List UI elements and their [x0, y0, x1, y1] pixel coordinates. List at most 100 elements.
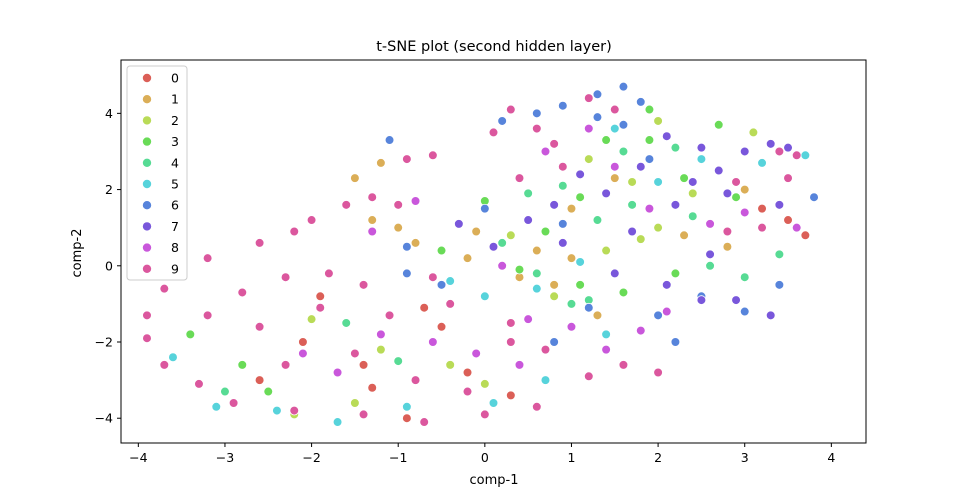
point-class-8	[609, 161, 620, 172]
point-class-0	[757, 203, 767, 214]
point-class-9	[783, 173, 793, 183]
legend-label: 4	[171, 155, 179, 170]
point-class-9	[289, 226, 300, 237]
y-tick-label: −4	[95, 411, 113, 426]
point-class-1	[549, 280, 559, 290]
point-class-1	[592, 310, 603, 321]
point-class-2	[601, 245, 611, 256]
point-class-9	[558, 161, 568, 172]
point-class-7	[670, 200, 681, 210]
point-class-8	[367, 226, 378, 237]
point-class-7	[627, 226, 637, 237]
y-tick-label: 0	[105, 258, 113, 273]
point-class-6	[384, 135, 395, 145]
point-class-9	[159, 283, 170, 294]
axis-ticks: −4 −3 −2 −1 0 1 2 3 4 −4 −2 0 2 4	[95, 106, 836, 465]
point-class-2	[350, 398, 360, 408]
point-class-2	[748, 127, 759, 138]
point-class-0	[367, 382, 378, 393]
point-class-9	[341, 200, 352, 210]
point-class-8	[583, 123, 594, 134]
point-class-4	[592, 215, 603, 225]
point-class-7	[713, 165, 724, 176]
point-class-6	[497, 116, 507, 126]
point-class-7	[635, 161, 646, 172]
x-tick-label: 4	[827, 450, 835, 465]
point-class-9	[480, 409, 490, 420]
point-class-7	[705, 249, 715, 260]
point-class-7	[722, 188, 733, 199]
point-class-3	[713, 119, 724, 130]
point-class-4	[393, 356, 404, 366]
point-class-5	[540, 375, 551, 385]
legend-label: 8	[171, 240, 179, 255]
legend-marker	[141, 136, 152, 147]
point-class-9	[506, 318, 516, 328]
point-class-2	[653, 222, 663, 233]
point-class-7	[731, 295, 741, 305]
point-class-9	[653, 367, 663, 378]
point-class-8	[376, 329, 386, 340]
point-class-8	[471, 348, 481, 359]
point-class-6	[549, 337, 559, 347]
point-class-9	[445, 299, 455, 309]
x-axis-label: comp-1	[470, 473, 519, 488]
point-class-4	[497, 238, 507, 248]
point-class-3	[618, 287, 629, 298]
point-class-8	[428, 337, 438, 347]
point-class-9	[367, 192, 378, 202]
point-class-0	[315, 291, 326, 302]
point-class-8	[635, 325, 646, 336]
point-class-1	[410, 238, 421, 248]
y-tick-label: 2	[105, 182, 113, 197]
point-class-0	[358, 360, 369, 370]
point-class-6	[670, 337, 681, 347]
point-class-3	[575, 192, 585, 202]
point-class-7	[558, 238, 568, 248]
point-class-2	[583, 154, 594, 164]
point-class-6	[809, 192, 819, 202]
point-class-6	[402, 241, 412, 252]
chart-title: t-SNE plot (second hidden layer)	[376, 39, 612, 55]
point-class-1	[679, 230, 689, 241]
legend-marker	[141, 115, 152, 126]
point-class-8	[410, 196, 421, 206]
point-class-8	[523, 314, 533, 324]
point-class-9	[506, 337, 516, 347]
legend-marker	[141, 157, 152, 168]
point-class-6	[644, 154, 655, 164]
x-tick-label: −1	[389, 450, 407, 465]
point-class-4	[687, 211, 698, 222]
point-class-3	[237, 360, 248, 370]
point-class-9	[549, 139, 559, 149]
point-class-9	[428, 272, 438, 283]
y-axis-label: comp-2	[70, 229, 85, 278]
point-class-8	[497, 260, 507, 271]
point-class-2	[549, 291, 559, 302]
point-class-6	[739, 306, 750, 317]
point-class-7	[739, 146, 750, 157]
point-class-9	[402, 154, 412, 164]
point-class-9	[194, 379, 204, 389]
point-class-8	[661, 306, 672, 317]
point-class-2	[306, 314, 317, 324]
point-class-7	[488, 241, 499, 252]
point-class-7	[601, 188, 611, 199]
point-class-2	[627, 177, 637, 187]
point-class-8	[566, 321, 577, 332]
point-class-4	[705, 260, 715, 271]
legend-marker	[141, 178, 152, 189]
point-class-9	[583, 371, 594, 382]
point-class-6	[653, 310, 663, 321]
point-class-4	[739, 272, 750, 283]
point-class-8	[705, 219, 715, 229]
legend-label: 7	[171, 219, 179, 234]
point-class-6	[618, 81, 629, 92]
point-class-2	[687, 188, 698, 199]
point-class-9	[514, 173, 525, 183]
point-class-5	[168, 352, 178, 363]
point-class-1	[566, 203, 577, 214]
point-class-2	[635, 234, 646, 244]
point-class-7	[765, 310, 776, 321]
